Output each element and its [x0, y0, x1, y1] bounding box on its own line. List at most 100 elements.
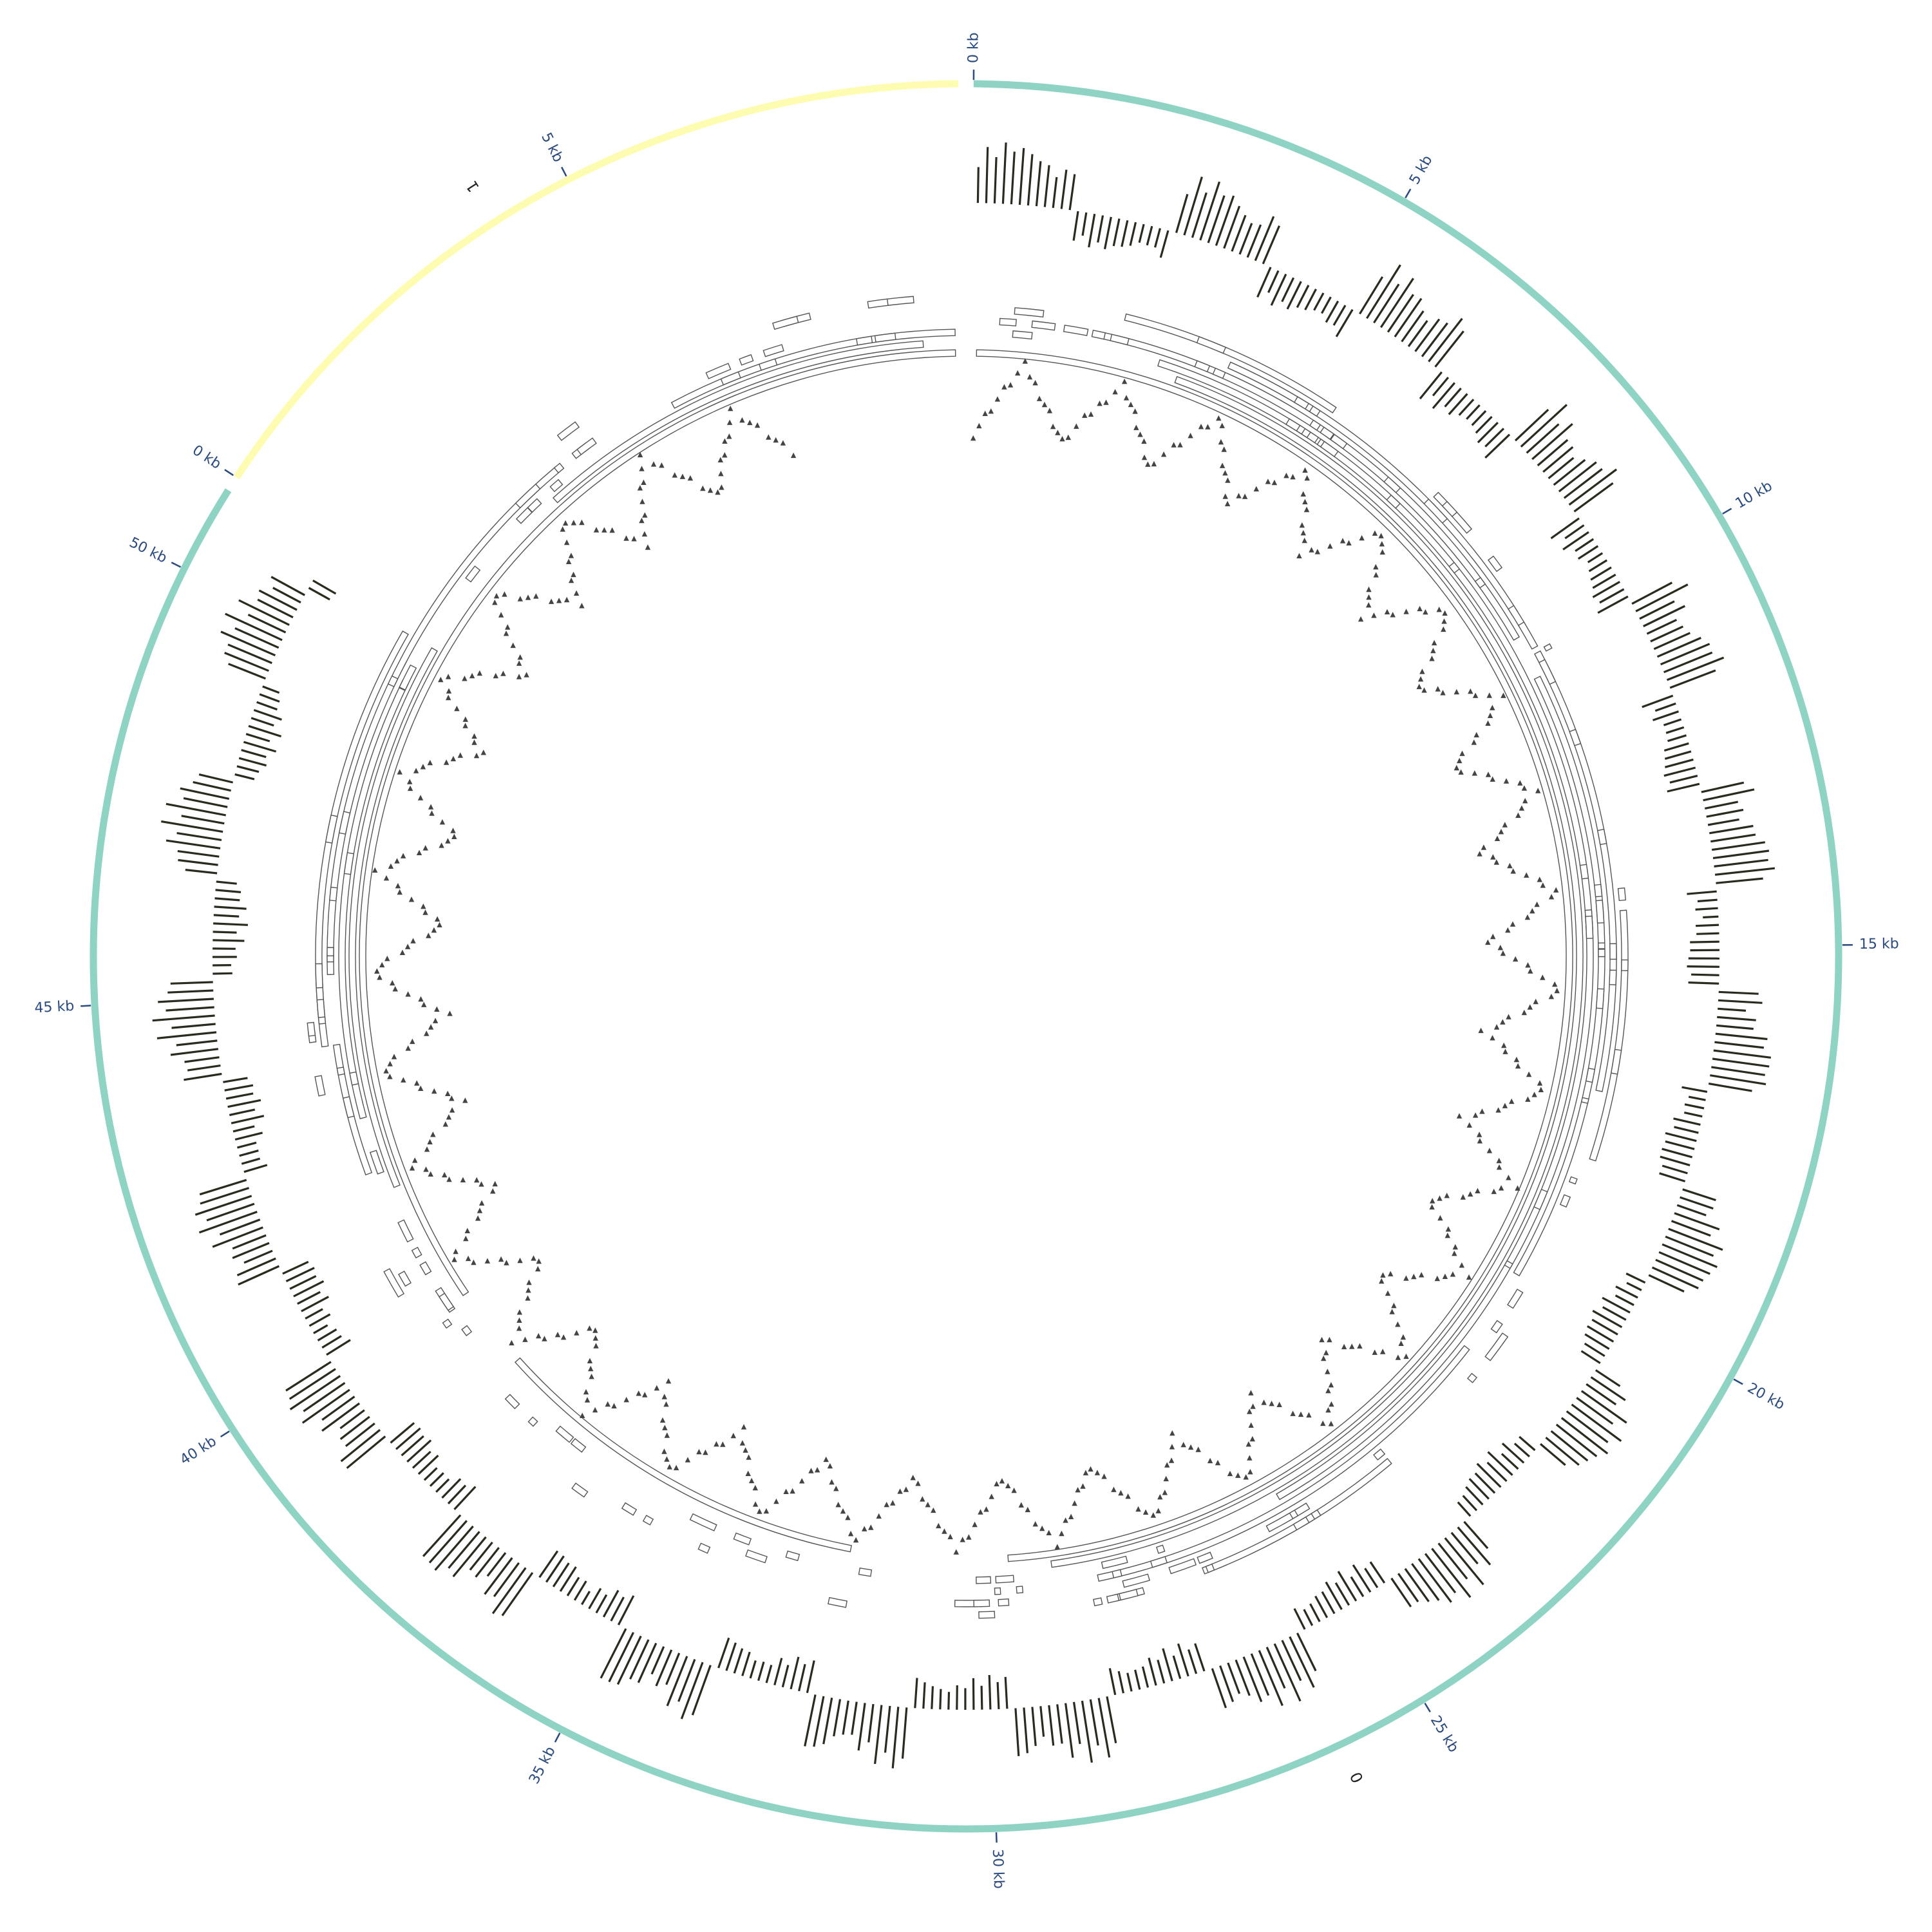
- coverage-bar: [1390, 1577, 1412, 1607]
- coverage-bar: [1718, 1007, 1747, 1012]
- coverage-bar: [1088, 213, 1096, 248]
- scatter-triangle: [1072, 1500, 1077, 1506]
- scatter-triangle: [462, 723, 468, 728]
- scatter-triangle: [1452, 1250, 1457, 1256]
- scatter-triangle: [422, 909, 428, 915]
- scatter-triangle: [1525, 962, 1531, 968]
- scatter-triangle: [1486, 692, 1492, 698]
- scatter-triangle: [592, 1335, 598, 1341]
- coverage-bar: [447, 1484, 467, 1505]
- scatter-triangle: [1133, 424, 1139, 430]
- coverage-bar: [790, 1656, 800, 1690]
- scatter-triangle: [439, 842, 444, 848]
- coverage-bar: [1580, 1350, 1601, 1365]
- scatter-triangle: [728, 405, 734, 412]
- gene-feature: [1386, 494, 1401, 509]
- scatter-triangle: [1479, 1108, 1485, 1114]
- coverage-bar: [1591, 1318, 1618, 1336]
- scatter-triangle: [446, 1176, 452, 1182]
- coverage-bar: [232, 1242, 270, 1259]
- scatter-triangle: [450, 755, 457, 762]
- scatter-triangle: [374, 968, 380, 974]
- scatter-triangle: [1250, 1403, 1256, 1409]
- scatter-triangle: [418, 1085, 424, 1091]
- scatter-triangle: [1475, 1188, 1481, 1193]
- gene-feature: [1373, 1448, 1386, 1461]
- scatter-triangle: [910, 1475, 916, 1481]
- scatter-triangle: [450, 828, 456, 833]
- gene-feature: [399, 664, 417, 691]
- coverage-bar: [239, 1150, 259, 1157]
- coverage-bar: [610, 1596, 625, 1622]
- scatter-triangle: [1216, 415, 1222, 421]
- scatter-triangle: [696, 1448, 702, 1455]
- scatter-triangle: [387, 1061, 393, 1066]
- scatter-triangle: [1477, 851, 1482, 857]
- coverage-bar: [1207, 195, 1226, 243]
- coverage-bar: [1258, 1650, 1283, 1707]
- scatter-triangle: [1495, 1107, 1501, 1113]
- scatter-triangle: [1419, 1272, 1425, 1278]
- coverage-bar: [213, 939, 245, 942]
- scatter-triangle: [1441, 618, 1447, 624]
- gene-feature: [549, 478, 564, 493]
- coverage-bar: [1656, 636, 1701, 658]
- gene-feature: [1579, 864, 1589, 880]
- scatter-triangle: [1416, 683, 1422, 690]
- scatter-triangle: [636, 1390, 641, 1396]
- scatter-triangle: [1346, 540, 1352, 545]
- coverage-bar: [236, 1141, 257, 1149]
- scatter-triangle: [451, 1256, 457, 1262]
- coverage-bar: [1717, 1016, 1756, 1021]
- coverage-bar: [867, 1703, 875, 1743]
- scatter-triangle: [1390, 612, 1396, 618]
- coverage-bar: [1664, 750, 1692, 760]
- tick-mark: [220, 1430, 230, 1438]
- tick-mark: [224, 469, 234, 477]
- scatter-triangle: [593, 527, 600, 533]
- scatter-triangle: [1222, 493, 1228, 499]
- coverage-bar: [340, 1429, 381, 1463]
- scatter-triangle: [1366, 586, 1372, 592]
- coverage-bar: [1466, 404, 1481, 420]
- scatter-triangle: [580, 1412, 585, 1418]
- coverage-bar: [1718, 990, 1759, 995]
- scatter-triangle: [517, 1257, 523, 1264]
- gene-feature: [739, 354, 754, 366]
- scatter-triangle: [462, 1097, 468, 1103]
- scatter-triangle: [773, 437, 779, 443]
- scatter-triangle: [525, 594, 531, 600]
- scatter-triangle: [516, 1317, 522, 1323]
- coverage-bar: [199, 1179, 247, 1196]
- scatter-triangle: [960, 1537, 965, 1542]
- scatter-triangle: [1299, 522, 1305, 528]
- scatter-triangle: [752, 1484, 758, 1491]
- gene-feature: [1031, 320, 1056, 331]
- scatter-triangle: [1429, 1204, 1435, 1210]
- coverage-bar: [1129, 222, 1137, 246]
- coverage-bar: [227, 643, 272, 665]
- scatter-triangle: [745, 1470, 751, 1476]
- gene-feature: [1533, 1188, 1548, 1211]
- coverage-bar: [1662, 1164, 1688, 1175]
- coverage-bar: [581, 1591, 591, 1605]
- coverage-bar: [1663, 742, 1689, 752]
- scatter-triangle: [1195, 1446, 1201, 1452]
- scatter-triangle: [1261, 1399, 1267, 1405]
- scatter-triangle: [1490, 705, 1495, 710]
- coverage-bar: [185, 869, 218, 875]
- coverage-bar: [158, 998, 214, 1003]
- triangle-scatter-track: [372, 358, 1560, 1555]
- scatter-triangle: [1509, 1098, 1515, 1104]
- coverage-bar: [390, 1422, 415, 1444]
- scatter-triangle: [1169, 1444, 1175, 1450]
- coverage-bar: [765, 1664, 773, 1683]
- coverage-bar: [326, 1339, 351, 1356]
- scatter-triangle: [667, 1464, 672, 1470]
- coverage-bar: [545, 1555, 565, 1583]
- scatter-triangle: [522, 1336, 528, 1342]
- coverage-bar: [236, 1257, 276, 1276]
- scatter-triangle: [1247, 1469, 1253, 1475]
- scatter-triangle: [1417, 676, 1424, 682]
- scatter-triangle: [1340, 538, 1346, 544]
